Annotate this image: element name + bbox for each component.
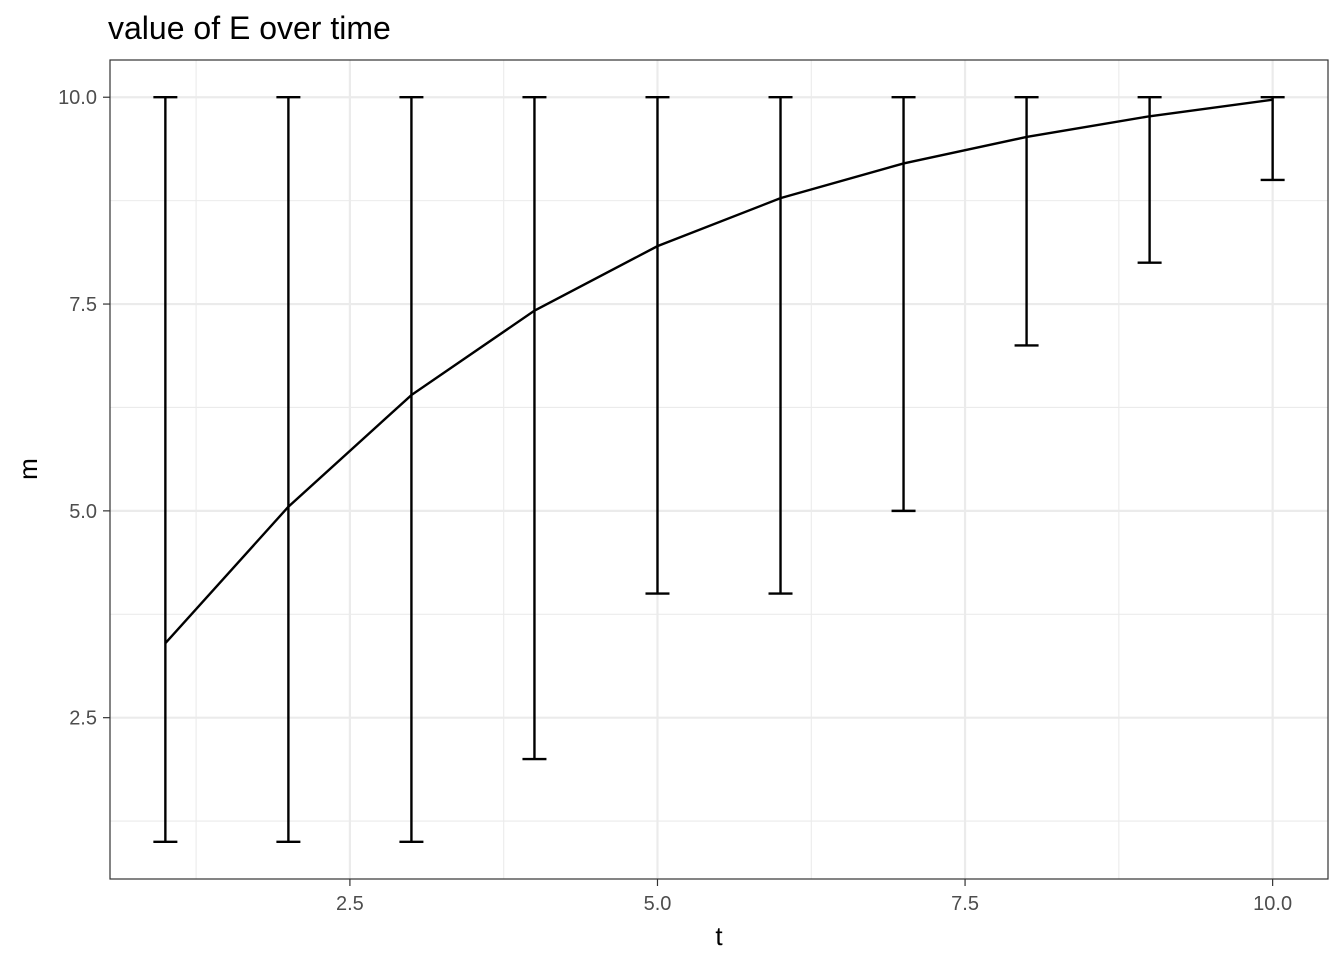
y-tick-label: 2.5	[69, 708, 97, 730]
y-tick-label: 10.0	[58, 87, 97, 109]
x-tick-label: 5.0	[644, 893, 672, 915]
y-tick-label: 5.0	[69, 501, 97, 523]
y-tick-label: 7.5	[69, 294, 97, 316]
x-tick-label: 2.5	[336, 893, 364, 915]
series-line	[164, 98, 1273, 645]
chart-title: value of E over time	[108, 10, 391, 46]
x-axis-label: t	[715, 921, 723, 951]
y-axis-label: m	[13, 458, 43, 480]
grid	[110, 60, 1328, 879]
x-tick-label: 10.0	[1253, 893, 1292, 915]
panel-border	[109, 59, 1329, 880]
x-tick-label: 7.5	[951, 893, 979, 915]
plot-data	[153, 96, 1285, 843]
axes: 2.5 5.0 7.5 10.0 2.5 5.0 7.5 10.0	[58, 87, 1292, 915]
